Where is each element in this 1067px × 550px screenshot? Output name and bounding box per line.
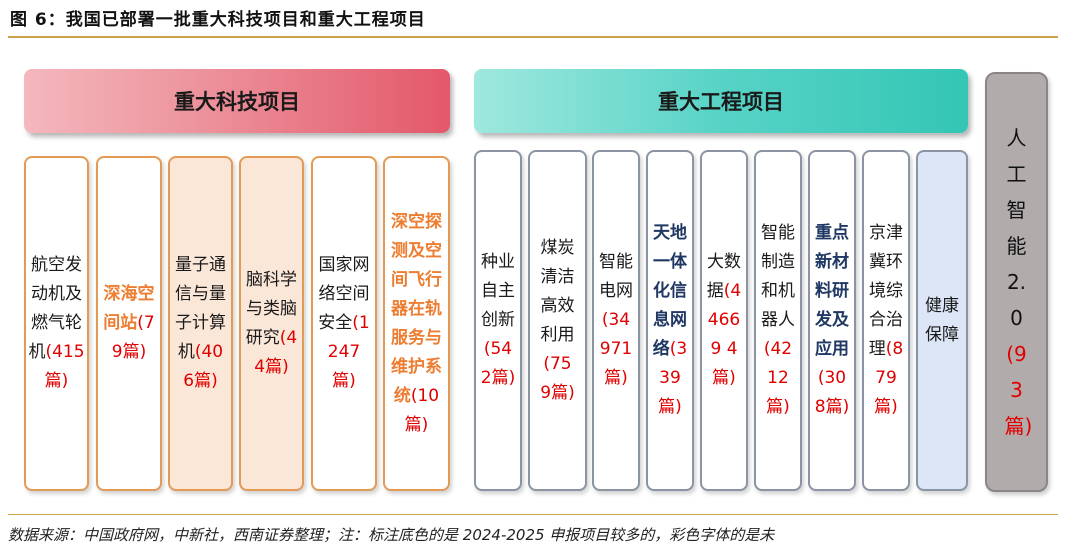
card-count: (34971篇): [599, 310, 633, 388]
title-divider: [8, 36, 1058, 38]
card-count: (339篇): [658, 339, 688, 417]
card-count: (542篇): [480, 339, 516, 388]
figure-title: 图 6：我国已部署一批重大科技项目和重大工程项目: [10, 10, 426, 30]
science-card-deep-sea-station: 深海空间站(79篇): [96, 156, 162, 491]
card-count: (406篇): [183, 342, 224, 391]
card-name: 大数据: [706, 252, 741, 301]
card-name: 深海空间站: [103, 284, 155, 333]
engineering-card-big-data: 大数据(44669 4篇): [700, 150, 748, 491]
science-card-brain-science: 脑科学与类脑研究(44篇): [239, 156, 304, 491]
card-name: 种业自主创新: [481, 252, 515, 330]
card-name: 重点新材料研发及应用: [815, 223, 849, 359]
card-name: 智能电网: [599, 252, 633, 301]
card-name: 智能制造和机器人: [761, 223, 795, 330]
card-count: (1247篇): [327, 313, 370, 391]
science-card-quantum: 量子通信与量子计算机(406篇): [168, 156, 233, 491]
card-count: (44669 4篇): [707, 281, 742, 388]
engineering-card-smart-manufacturing: 智能制造和机器人 (4212篇): [754, 150, 802, 491]
source-note: 数据来源：中国政府网，中新社，西南证券整理；注：标注底色的是 2024-2025…: [8, 526, 775, 544]
card-name: 航空发动机及燃气轮机: [28, 255, 82, 362]
footer-divider: [8, 514, 1058, 515]
engineering-card-jjj-environment: 京津冀环境综合治理(879篇): [862, 150, 910, 491]
engineering-card-smart-grid: 智能电网 (34971篇): [592, 150, 640, 491]
card-count: (4212篇): [763, 339, 793, 417]
card-count: (79篇): [111, 313, 155, 362]
card-count: (44篇): [254, 327, 298, 377]
engineering-projects-header: 重大工程项目: [474, 69, 968, 133]
card-name: 京津冀环境综合治理: [868, 223, 903, 359]
card-count: (308篇): [814, 368, 850, 417]
engineering-card-new-materials: 重点新材料研发及应用 (308篇): [808, 150, 856, 491]
science-card-aero-engine: 航空发动机及燃气轮机(415篇): [24, 156, 89, 491]
science-card-deep-space: 深空探测及空间飞行器在轨服务与维护系统(10篇): [383, 156, 450, 491]
card-name: 脑科学与类脑研究: [245, 269, 297, 348]
card-name: 健康保障: [925, 295, 959, 345]
card-name: 煤炭清洁高效利用: [540, 237, 575, 345]
engineering-card-space-ground-network: 天地一体化信息网络(339篇): [646, 150, 694, 491]
card-name: 天地一体化信息网络: [652, 223, 687, 359]
card-count: (759篇): [540, 353, 575, 403]
ai-2-card: 人工智能2.0 (93篇): [985, 72, 1048, 492]
card-name: 量子通信与量子计算机: [175, 255, 226, 362]
engineering-card-clean-coal: 煤炭清洁高效利用 (759篇): [528, 150, 587, 491]
card-name: 深空探测及空间飞行器在轨服务与维护系统: [391, 211, 442, 406]
card-name: 人工智能2.0: [1006, 126, 1027, 330]
science-card-cyberspace-security: 国家网络空间安全(1247篇): [311, 156, 377, 491]
card-count: (10篇): [404, 385, 440, 435]
card-name: 国家网络空间安全: [318, 255, 370, 333]
card-count: (415篇): [44, 342, 85, 391]
card-count: (93篇): [1004, 342, 1033, 438]
science-projects-header: 重大科技项目: [24, 69, 450, 133]
engineering-card-health-security: 健康保障: [916, 150, 968, 491]
card-count: (879篇): [874, 339, 904, 417]
engineering-card-seed-industry: 种业自主创新 (542篇): [474, 150, 522, 491]
